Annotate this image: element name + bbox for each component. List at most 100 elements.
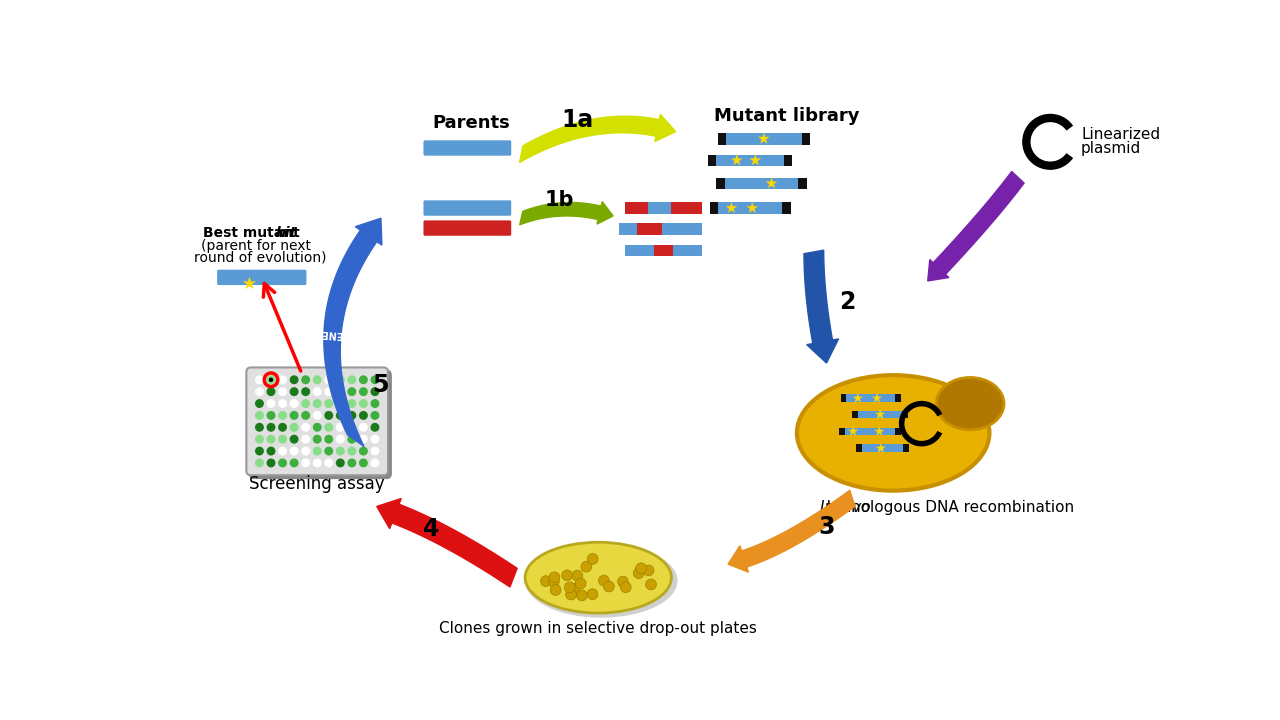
Bar [726,133,801,145]
Circle shape [289,411,298,420]
Circle shape [548,576,559,587]
Circle shape [347,411,356,420]
Circle shape [324,375,333,384]
Circle shape [549,572,559,582]
Text: 5: 5 [372,373,389,397]
Circle shape [347,446,356,456]
Text: plasmid: plasmid [1082,140,1142,156]
Polygon shape [726,202,737,213]
Circle shape [588,554,598,564]
Circle shape [358,435,367,444]
Circle shape [266,411,275,420]
Circle shape [312,446,321,456]
Circle shape [301,435,310,444]
Text: 2: 2 [838,290,855,314]
Circle shape [301,375,310,384]
Circle shape [370,423,379,432]
Circle shape [312,435,321,444]
Polygon shape [731,154,742,166]
Circle shape [324,411,333,420]
Circle shape [335,375,344,384]
Circle shape [347,435,356,444]
Bar [845,428,896,435]
Bar [782,202,791,214]
Circle shape [301,411,310,420]
Bar [625,245,654,256]
Circle shape [266,435,275,444]
Circle shape [634,568,644,579]
Circle shape [278,411,287,420]
Circle shape [301,459,310,467]
Circle shape [358,459,367,467]
Bar [654,245,673,256]
Text: Best mutant: Best mutant [204,225,305,240]
Text: NEXT GENERATION: NEXT GENERATION [280,325,384,342]
Text: In vivo: In vivo [820,500,870,515]
Circle shape [358,375,367,384]
Circle shape [347,423,356,432]
Circle shape [289,399,298,408]
Circle shape [324,423,333,432]
Bar [708,155,716,166]
Bar [620,223,637,235]
Circle shape [347,459,356,467]
Text: Mutant library: Mutant library [714,107,860,125]
Text: 4: 4 [422,517,439,541]
Circle shape [301,446,310,456]
Circle shape [347,387,356,396]
FancyBboxPatch shape [424,220,511,235]
Bar [861,444,904,452]
Polygon shape [750,154,762,166]
Circle shape [550,585,561,595]
Bar [896,428,901,435]
Text: Screening assay: Screening assay [250,475,385,493]
Circle shape [335,423,344,432]
Circle shape [335,411,344,420]
Circle shape [581,562,591,572]
Circle shape [278,459,287,467]
Circle shape [289,446,298,456]
Circle shape [312,459,321,467]
Bar [710,202,718,214]
Circle shape [255,446,264,456]
Polygon shape [324,218,381,446]
Circle shape [312,411,321,420]
Circle shape [266,423,275,432]
FancyBboxPatch shape [424,140,511,156]
Circle shape [636,563,646,574]
Bar [846,395,896,402]
Ellipse shape [525,544,677,618]
Polygon shape [765,177,777,189]
Polygon shape [728,490,855,572]
Polygon shape [520,114,676,163]
Ellipse shape [936,377,1004,430]
Circle shape [255,459,264,467]
Circle shape [370,435,379,444]
Bar [799,178,806,189]
Circle shape [278,435,287,444]
Polygon shape [746,202,758,213]
Ellipse shape [797,375,989,490]
Polygon shape [376,498,517,587]
Text: (parent for next: (parent for next [201,239,311,253]
Circle shape [617,576,628,587]
Circle shape [312,375,321,384]
Circle shape [358,411,367,420]
Circle shape [335,459,344,467]
Circle shape [312,423,321,432]
Polygon shape [852,393,863,402]
Circle shape [347,399,356,408]
Polygon shape [847,426,859,436]
Circle shape [604,581,614,592]
Bar [673,245,703,256]
Circle shape [289,423,298,432]
Circle shape [599,575,609,586]
Circle shape [255,435,264,444]
Circle shape [255,375,264,384]
Bar [718,202,782,214]
Circle shape [370,411,379,420]
FancyBboxPatch shape [246,367,388,475]
Circle shape [564,582,575,593]
Circle shape [572,570,582,581]
Bar [716,155,783,166]
